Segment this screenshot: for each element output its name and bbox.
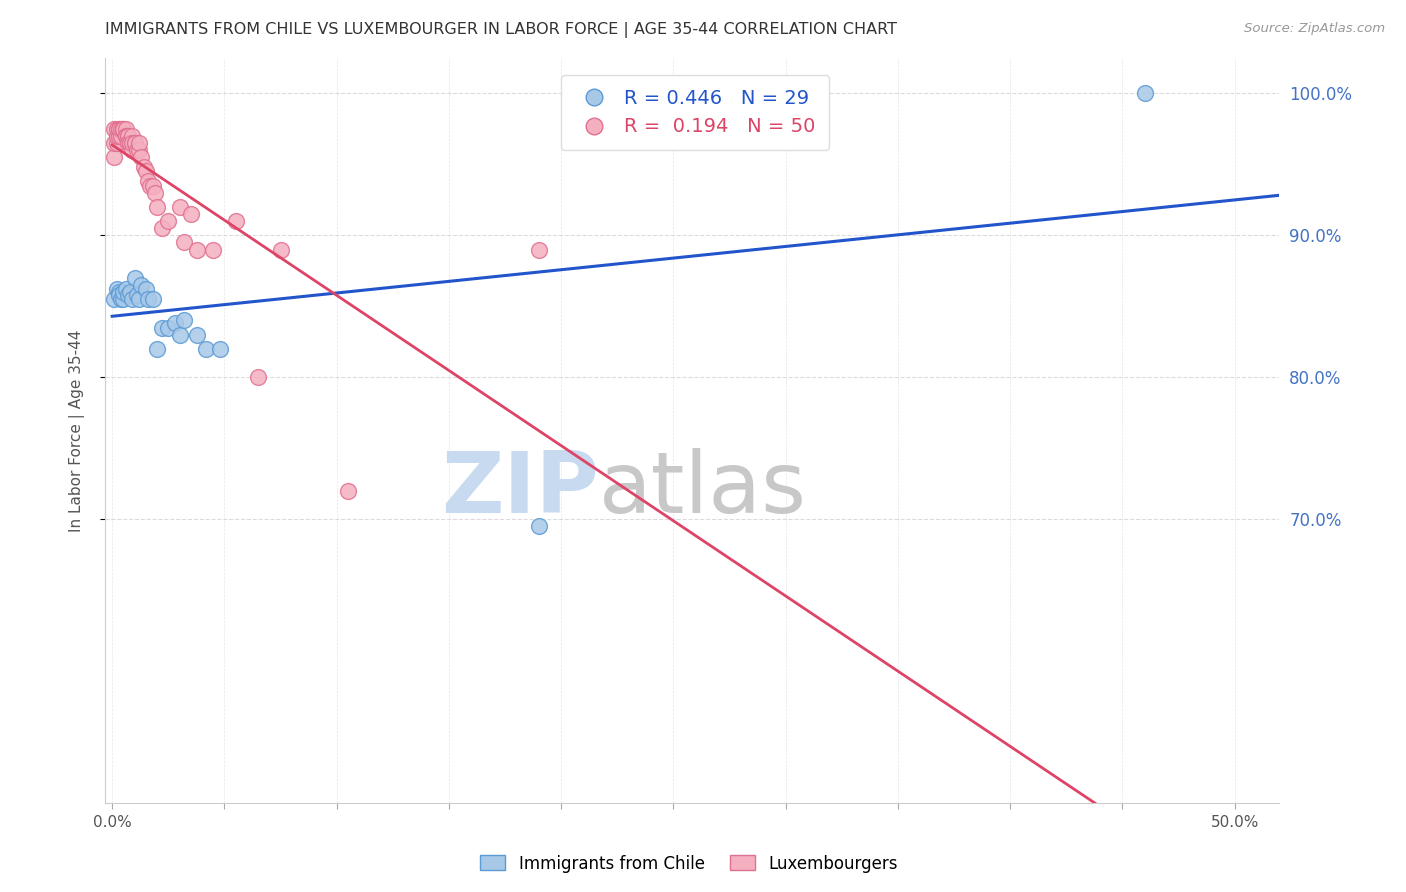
- Point: [125, 288, 148, 302]
- Point: [105, 136, 128, 150]
- Point: [114, 282, 136, 296]
- Point: [114, 128, 136, 143]
- Point: [142, 292, 165, 306]
- Point: [131, 277, 153, 292]
- Point: [110, 292, 132, 306]
- Point: [1133, 87, 1156, 101]
- Point: [128, 143, 150, 157]
- Point: [121, 143, 143, 157]
- Point: [114, 122, 136, 136]
- Point: [114, 128, 136, 143]
- Point: [110, 128, 132, 143]
- Point: [108, 128, 131, 143]
- Point: [103, 150, 125, 164]
- Point: [121, 292, 143, 306]
- Point: [173, 313, 195, 327]
- Point: [186, 243, 208, 257]
- Point: [108, 122, 131, 136]
- Point: [157, 214, 180, 228]
- Y-axis label: In Labor Force | Age 35-44: In Labor Force | Age 35-44: [69, 329, 84, 532]
- Point: [208, 342, 231, 356]
- Point: [163, 316, 186, 330]
- Text: ZIP: ZIP: [441, 449, 599, 532]
- Point: [108, 122, 131, 136]
- Point: [527, 519, 550, 533]
- Point: [135, 282, 157, 296]
- Point: [150, 221, 173, 235]
- Point: [247, 370, 270, 384]
- Point: [108, 285, 131, 299]
- Point: [124, 271, 146, 285]
- Point: [128, 136, 150, 150]
- Point: [124, 136, 146, 150]
- Point: [128, 292, 150, 306]
- Point: [105, 122, 128, 136]
- Point: [121, 128, 143, 143]
- Point: [112, 122, 135, 136]
- Point: [527, 243, 550, 257]
- Point: [131, 150, 153, 164]
- Legend: R = 0.446   N = 29, R =  0.194   N = 50: R = 0.446 N = 29, R = 0.194 N = 50: [561, 75, 828, 150]
- Point: [169, 327, 191, 342]
- Point: [169, 200, 191, 214]
- Point: [124, 136, 146, 150]
- Text: atlas: atlas: [599, 449, 807, 532]
- Point: [117, 136, 139, 150]
- Point: [150, 320, 173, 334]
- Point: [136, 292, 159, 306]
- Point: [139, 178, 162, 193]
- Point: [132, 160, 155, 174]
- Point: [270, 243, 292, 257]
- Point: [146, 200, 169, 214]
- Point: [202, 243, 225, 257]
- Point: [135, 164, 157, 178]
- Point: [120, 136, 142, 150]
- Point: [125, 143, 148, 157]
- Point: [186, 327, 208, 342]
- Point: [108, 288, 131, 302]
- Point: [110, 122, 132, 136]
- Point: [112, 122, 135, 136]
- Point: [146, 342, 169, 356]
- Point: [195, 342, 218, 356]
- Point: [105, 128, 128, 143]
- Point: [103, 122, 125, 136]
- Point: [117, 128, 139, 143]
- Point: [103, 136, 125, 150]
- Point: [120, 136, 142, 150]
- Point: [225, 214, 247, 228]
- Point: [173, 235, 195, 250]
- Point: [136, 174, 159, 188]
- Point: [157, 320, 180, 334]
- Point: [120, 285, 142, 299]
- Text: Source: ZipAtlas.com: Source: ZipAtlas.com: [1244, 22, 1385, 36]
- Legend: Immigrants from Chile, Luxembourgers: Immigrants from Chile, Luxembourgers: [474, 848, 904, 880]
- Point: [142, 178, 165, 193]
- Point: [121, 136, 143, 150]
- Point: [143, 186, 166, 200]
- Point: [112, 122, 135, 136]
- Text: IMMIGRANTS FROM CHILE VS LUXEMBOURGER IN LABOR FORCE | AGE 35-44 CORRELATION CHA: IMMIGRANTS FROM CHILE VS LUXEMBOURGER IN…: [105, 22, 897, 38]
- Point: [117, 288, 139, 302]
- Point: [180, 207, 202, 221]
- Point: [336, 483, 359, 498]
- Point: [103, 292, 125, 306]
- Point: [112, 292, 135, 306]
- Point: [117, 128, 139, 143]
- Point: [105, 282, 128, 296]
- Point: [112, 285, 135, 299]
